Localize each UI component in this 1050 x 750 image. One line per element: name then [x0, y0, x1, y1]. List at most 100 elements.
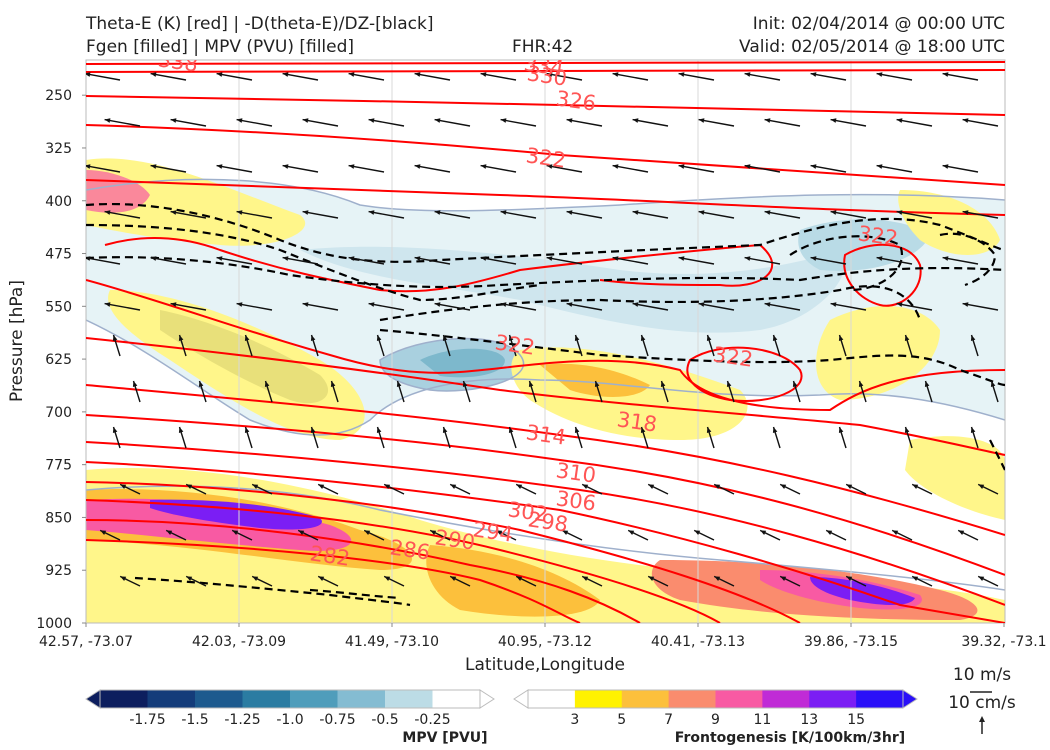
wind-vector	[86, 73, 121, 81]
wind-vector-head	[574, 334, 580, 341]
wind-vector	[500, 302, 537, 311]
chart-title-line2: Fgen [filled] | MPV (PVU) [filled]	[86, 37, 355, 57]
wind-vector	[216, 72, 253, 81]
wind-vector-head	[970, 334, 976, 341]
y-tick-label: 325	[45, 141, 72, 157]
colorbar-extend-right	[479, 689, 495, 709]
x-tick-label: 42.57, -73.07	[39, 634, 133, 650]
colorbar-segment	[147, 690, 196, 708]
wind-vector-head	[384, 484, 391, 489]
wind-vector-head	[508, 426, 514, 433]
wind-vector	[236, 118, 273, 127]
wind-vector-head	[480, 256, 487, 261]
theta-e-contour	[86, 337, 1005, 456]
wind-vector-head	[990, 380, 996, 387]
wind-vector-head	[744, 72, 751, 77]
wind-vector-head	[574, 426, 580, 433]
mpv-contour	[86, 319, 1005, 436]
wind-vector-head	[186, 576, 193, 581]
theta-e-contour-label: 330	[525, 61, 568, 90]
wind-vector	[962, 118, 999, 127]
colorbar-tick-label: -1.5	[181, 712, 208, 728]
y-tick-label: 850	[45, 510, 72, 526]
wind-vector-head	[348, 164, 355, 169]
mpv-colorbar: -1.75 -1.5 -1.25 -1.0 -0.75 -0.5 -0.25	[85, 689, 495, 728]
wind-vector	[86, 165, 121, 173]
wind-vector-head	[660, 380, 666, 387]
ddz-theta-e-contour	[86, 256, 1005, 289]
colorbar-segment	[385, 690, 433, 708]
wind-vector	[434, 118, 471, 127]
wind-vector	[348, 72, 385, 81]
colorbar-tick-label: -1.75	[129, 712, 165, 728]
wind-vector-head	[594, 380, 600, 387]
wind-vector	[896, 302, 933, 311]
wind-vector-head	[376, 426, 382, 433]
fgen-fill-region	[540, 363, 650, 397]
wind-vector-head	[978, 484, 985, 489]
wind-vector	[962, 302, 999, 311]
wind-vector	[414, 72, 451, 81]
colorbar-tick-label: -0.25	[414, 712, 450, 728]
wind-ref-horizontal: 10 m/s	[953, 665, 1011, 685]
x-tick-label: 40.95, -73.12	[498, 634, 592, 650]
wind-vector-head	[838, 334, 844, 341]
theta-e-contour	[686, 346, 803, 402]
wind-vector-head	[170, 118, 177, 123]
wind-vector-head	[830, 302, 837, 307]
wind-vector	[150, 72, 187, 81]
wind-vector	[678, 164, 715, 173]
x-tick-label: 42.03, -73.09	[192, 634, 286, 650]
wind-vector-head	[962, 118, 969, 123]
wind-vector	[764, 118, 801, 127]
wind-vector-head	[780, 576, 787, 581]
wind-vector-head	[480, 72, 487, 77]
colorbar-tick-label: -0.5	[371, 712, 398, 728]
mpv-contour	[86, 485, 1005, 591]
wind-vector	[830, 118, 867, 127]
wind-vector-head	[244, 334, 250, 341]
wind-vector-head	[216, 164, 223, 169]
wind-vector-head	[86, 72, 91, 77]
colorbar-segment	[762, 690, 810, 708]
theta-e-contours	[86, 61, 1005, 623]
theta-e-contour-label: 306	[554, 486, 597, 515]
wind-vector-head	[694, 530, 701, 535]
theta-e-contour	[86, 539, 581, 623]
wind-vector	[744, 72, 781, 81]
colorbar-segment	[715, 690, 763, 708]
wind-vector-head	[232, 530, 239, 535]
wind-vector-head	[648, 484, 655, 489]
wind-vector-head	[282, 72, 289, 77]
theta-e-contour	[104, 237, 774, 293]
colorbar-tick-label: -1.0	[276, 712, 303, 728]
wind-vector-head	[582, 576, 589, 581]
wind-vector-head	[112, 334, 118, 341]
fgen-fill-region	[426, 545, 600, 617]
wind-vector-head	[178, 426, 184, 433]
wind-vector-head	[442, 426, 448, 433]
colorbar-tick-label: 11	[753, 712, 771, 728]
theta-e-contour	[86, 441, 1005, 606]
wind-vector-head	[566, 210, 573, 215]
colorbar-segment	[528, 690, 576, 708]
fgen-fill-region	[86, 498, 352, 551]
colorbar-tick-label: -0.75	[319, 712, 355, 728]
wind-vector	[962, 210, 999, 219]
wind-vector	[480, 164, 517, 173]
colorbar-segment	[809, 690, 857, 708]
wind-vector-head	[516, 484, 523, 489]
wind-vector	[546, 164, 583, 173]
wind-vector	[368, 210, 405, 219]
wind-vector-head	[612, 72, 619, 77]
colorbar-tick-label: -1.25	[224, 712, 260, 728]
mpv-contour	[86, 178, 1005, 212]
wind-vector-head	[500, 210, 507, 215]
wind-vector	[480, 256, 517, 265]
wind-vector-head	[318, 576, 325, 581]
wind-vector	[810, 72, 847, 81]
wind-vector	[170, 210, 207, 219]
ddz-theta-e-contour	[989, 439, 1005, 471]
